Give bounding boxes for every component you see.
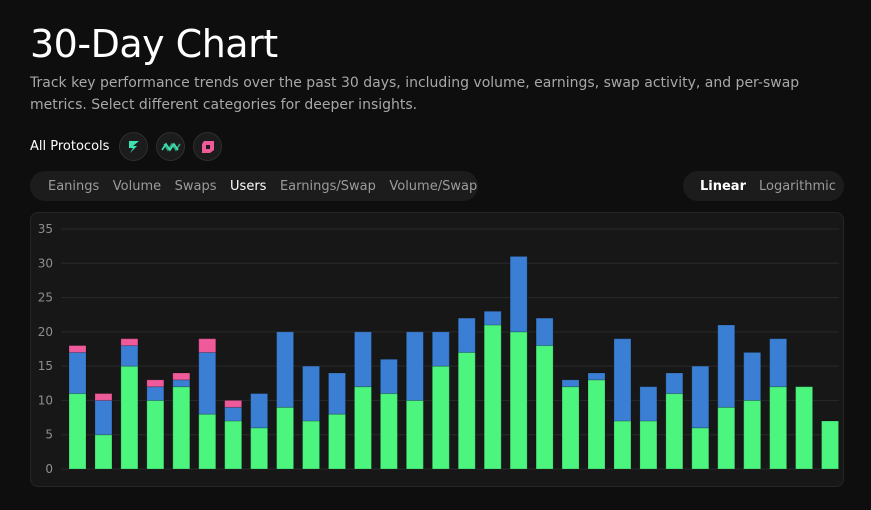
tab-earnings-per-swap[interactable]: Earnings/Swap xyxy=(279,178,376,194)
bar-segment xyxy=(587,379,606,470)
bar-segment xyxy=(250,427,269,470)
y-tick-label: 0 xyxy=(45,462,53,476)
protocol-button-wave[interactable] xyxy=(156,132,186,161)
bar-segment xyxy=(743,399,762,470)
page-description: Track key performance trends over the pa… xyxy=(30,75,800,113)
bar-segment xyxy=(224,406,243,422)
y-tick-label: 20 xyxy=(38,325,53,339)
tab-volume-per-swap[interactable]: Volume/Swap xyxy=(389,178,478,194)
bar-segment xyxy=(613,420,632,470)
protocol-filter: All Protocols xyxy=(30,131,230,162)
bar-segment xyxy=(68,351,87,395)
bar-segment xyxy=(665,372,684,395)
protocol-button-lightning[interactable] xyxy=(119,132,149,161)
hexagon-protocol-icon xyxy=(201,140,214,153)
bar-segment xyxy=(198,351,217,415)
bar-segment xyxy=(68,393,87,470)
y-tick-label: 5 xyxy=(45,428,53,442)
bar-segment xyxy=(94,434,113,470)
bar-segment xyxy=(613,338,632,422)
tab-swaps[interactable]: Swaps xyxy=(174,178,217,194)
category-tabs: Eanings Volume Swaps Users Earnings/Swap… xyxy=(30,171,478,201)
bar-segment xyxy=(379,358,398,395)
bar-segment xyxy=(717,324,736,408)
bar-segment xyxy=(561,379,580,388)
bar-segment xyxy=(172,379,191,388)
bar-segment xyxy=(353,386,372,470)
tab-volume[interactable]: Volume xyxy=(112,178,162,194)
bar-segment xyxy=(743,351,762,401)
bar-segment xyxy=(405,331,424,401)
bar-segment xyxy=(94,399,113,436)
tab-earnings[interactable]: Eanings xyxy=(48,178,100,194)
tab-users[interactable]: Users xyxy=(230,178,267,194)
bar-segment xyxy=(769,386,788,470)
bar-segment xyxy=(120,345,139,367)
bar-segment xyxy=(535,317,554,347)
y-tick-label: 35 xyxy=(38,222,53,236)
page-title: 30-Day Chart xyxy=(30,22,278,66)
bar-segment xyxy=(172,386,191,470)
users-bar-chart: 0 5 10 15 20 25 30 35 xyxy=(38,222,840,476)
bar-segment xyxy=(302,365,321,422)
bar-segment xyxy=(353,331,372,388)
y-tick-label: 10 xyxy=(38,393,53,407)
chart-panel: 0 5 10 15 20 25 30 35 xyxy=(30,212,844,487)
bar-segment xyxy=(509,331,528,470)
scale-tabs: Linear Logarithmic xyxy=(683,171,844,201)
bar-segment xyxy=(120,338,139,347)
lightning-protocol-icon xyxy=(128,140,139,153)
bar-segment xyxy=(431,331,450,367)
bar-segment xyxy=(795,386,814,470)
bar-segment xyxy=(146,399,165,470)
bar-segment xyxy=(328,413,346,470)
bar-segment xyxy=(639,420,658,470)
y-tick-label: 15 xyxy=(38,359,53,373)
bar-segment xyxy=(457,317,476,353)
bar-segment xyxy=(302,420,321,470)
tab-linear[interactable]: Linear xyxy=(700,178,746,194)
bar-segment xyxy=(405,399,424,470)
bar-segment xyxy=(94,393,113,401)
bar-segment xyxy=(821,420,840,470)
bar-segment xyxy=(561,386,580,470)
bar-segment xyxy=(457,351,476,470)
bar-segment xyxy=(146,379,165,388)
bar-segment xyxy=(120,365,139,470)
bar-segment xyxy=(691,365,710,429)
bar-segment xyxy=(431,365,450,470)
bar-segment xyxy=(198,338,217,353)
bar-segment xyxy=(224,420,243,470)
bar-segment xyxy=(198,413,217,470)
bar-segment xyxy=(276,406,295,470)
bar-segment xyxy=(379,393,398,470)
bar-segment xyxy=(328,372,346,415)
protocol-button-hexagon[interactable] xyxy=(193,132,223,161)
all-protocols-label[interactable]: All Protocols xyxy=(30,139,110,154)
y-tick-label: 30 xyxy=(38,256,53,270)
bar-segment xyxy=(276,331,295,408)
bar-segment xyxy=(483,310,502,326)
bar-segment xyxy=(691,427,710,470)
bar-segment xyxy=(250,393,269,429)
bar-segment xyxy=(665,393,684,470)
bar-segment xyxy=(769,338,788,388)
y-tick-label: 25 xyxy=(38,291,53,305)
bar-segment xyxy=(717,406,736,470)
bar-segment xyxy=(224,399,243,408)
bar-segment xyxy=(146,386,165,401)
bar-segment xyxy=(68,345,87,353)
wave-protocol-icon xyxy=(161,142,181,151)
bar-segment xyxy=(509,255,528,333)
tab-logarithmic[interactable]: Logarithmic xyxy=(759,178,836,194)
bar-segment xyxy=(172,372,191,381)
bar-segment xyxy=(587,372,606,381)
bar-segment xyxy=(535,345,554,470)
bar-segment xyxy=(639,386,658,422)
bar-segment xyxy=(483,324,502,470)
